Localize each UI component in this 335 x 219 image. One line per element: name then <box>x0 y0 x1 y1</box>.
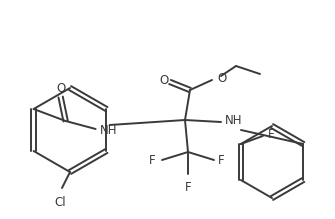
Text: O: O <box>159 74 169 87</box>
Text: O: O <box>56 83 65 95</box>
Text: F: F <box>218 154 225 168</box>
Text: NH: NH <box>99 124 117 136</box>
Text: F: F <box>268 129 274 141</box>
Text: Cl: Cl <box>54 196 66 209</box>
Text: F: F <box>149 154 156 168</box>
Text: O: O <box>217 71 226 85</box>
Text: NH: NH <box>225 115 243 127</box>
Text: F: F <box>185 181 191 194</box>
